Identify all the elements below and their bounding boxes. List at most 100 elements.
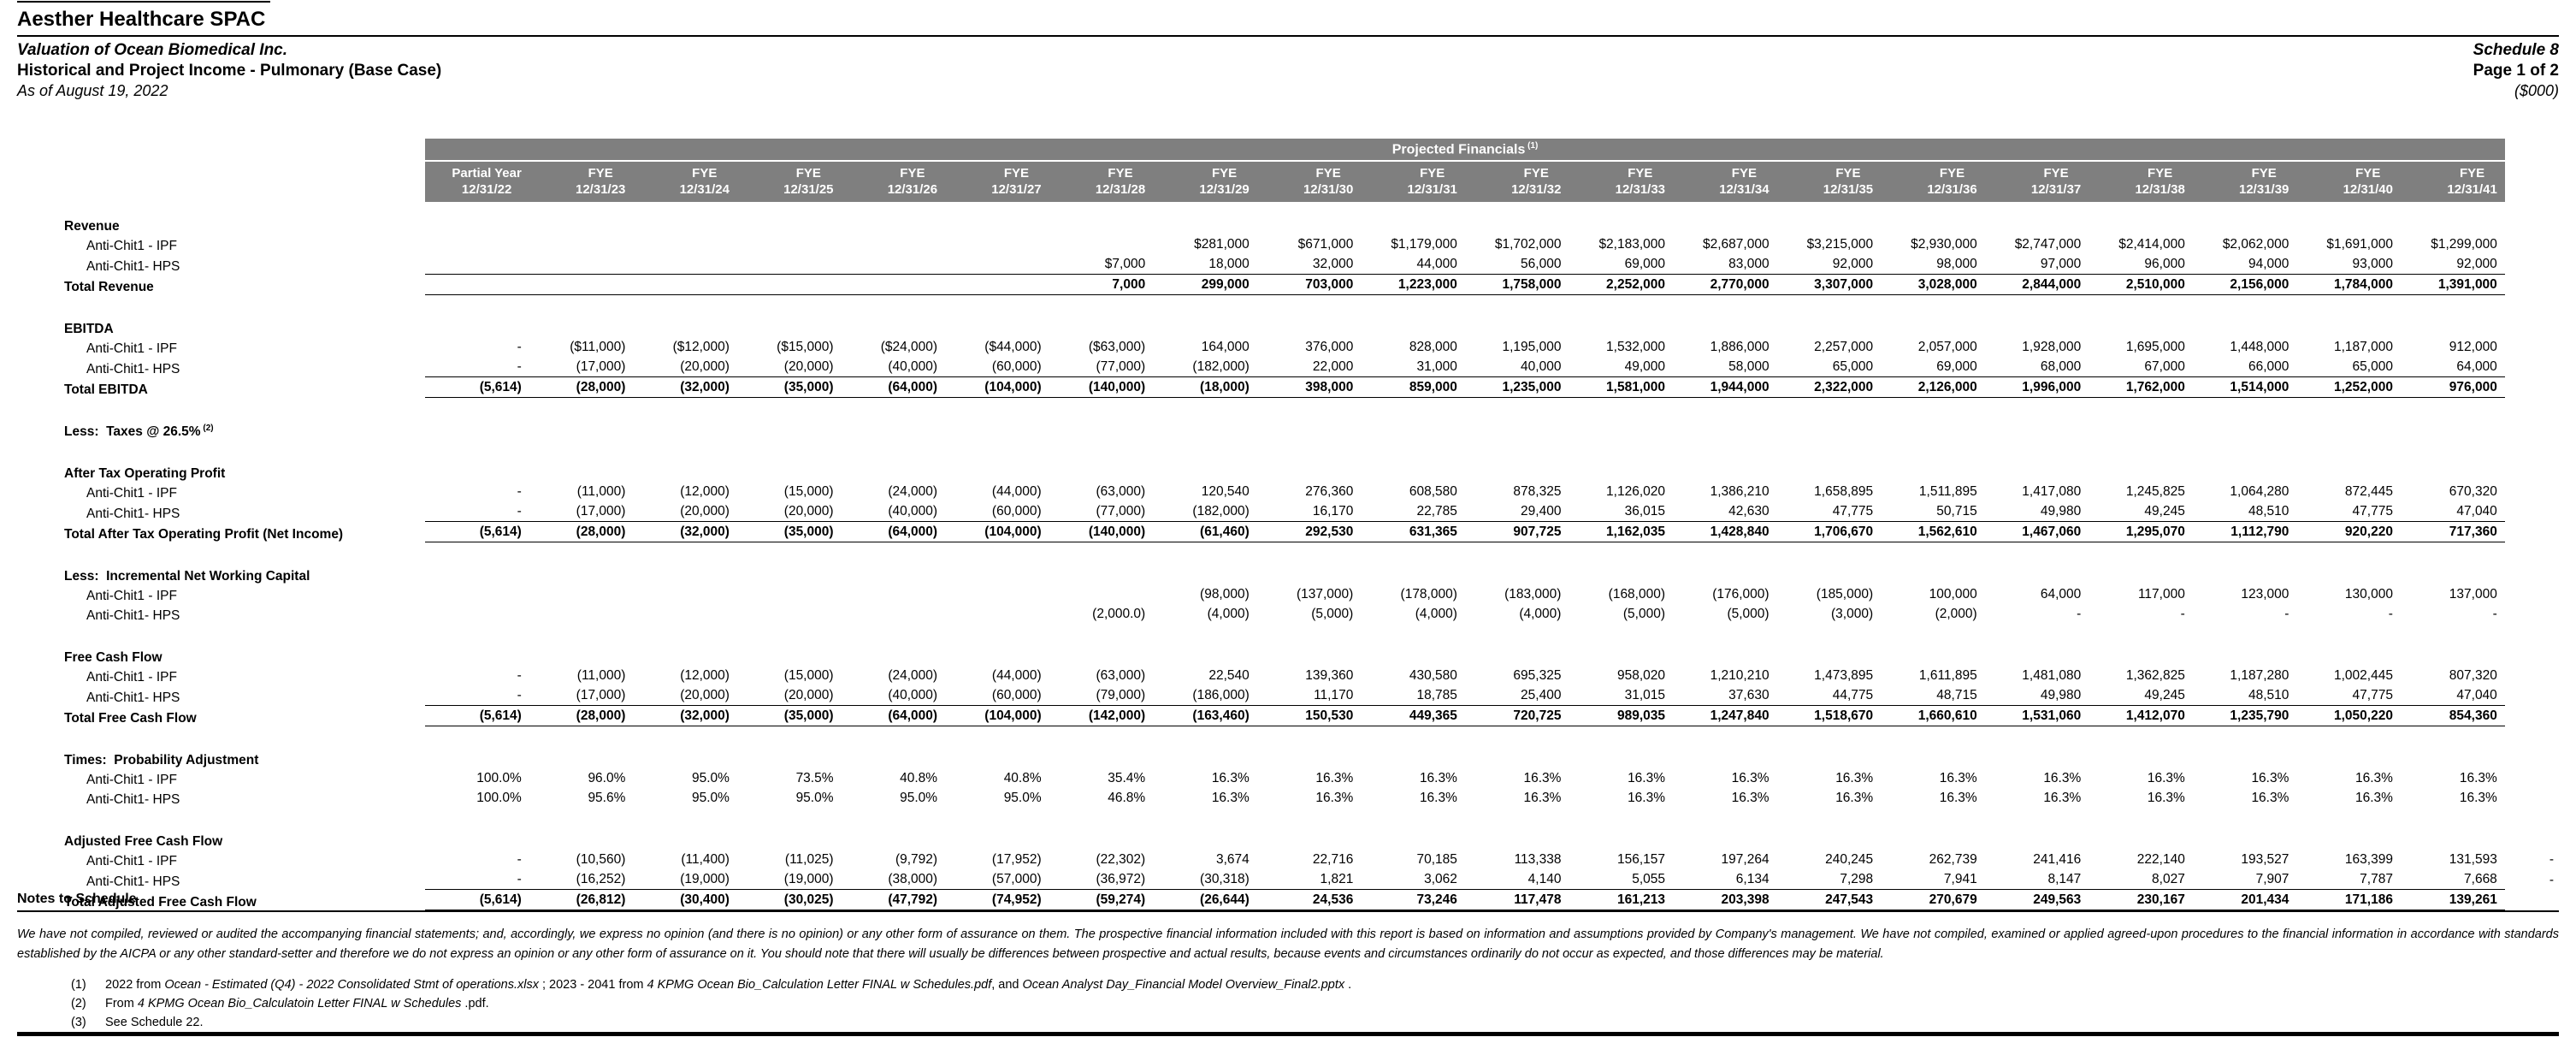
column-header-line1: FYE <box>2460 166 2485 181</box>
value-cell: 6,134 <box>1735 872 1770 886</box>
row-label: Total Free Cash Flow <box>64 710 197 726</box>
value-cell: 16.3% <box>1731 791 1770 805</box>
value-cell: 5,055 <box>1632 872 1666 886</box>
value-cell: 1,362,825 <box>2125 668 2185 683</box>
value-cell <box>529 646 634 666</box>
value-cell <box>1153 317 1257 337</box>
value-cell <box>2296 749 2401 768</box>
value-cell <box>1361 830 1465 850</box>
value-cell: 95.0% <box>900 791 938 805</box>
value-cell: 2,844,000 <box>1984 274 2089 295</box>
value-cell: 67,000 <box>2144 359 2185 374</box>
section-header-row: Adjusted Free Cash Flow <box>17 830 2559 850</box>
value-cell: 3,028,000 <box>1881 274 1985 295</box>
value-cell <box>529 462 634 482</box>
value-cell <box>1569 420 1673 440</box>
value-cell: 16.3% <box>1939 791 1977 805</box>
value-cell: (142,000) <box>1049 705 1154 726</box>
column-header-text: FYE 12/31/38 <box>2135 165 2184 198</box>
value-cell <box>945 604 1049 624</box>
value-cell: ($24,000) <box>880 340 938 354</box>
value-cell: (3,000) <box>1831 607 1874 621</box>
spacer-row <box>17 202 2559 215</box>
spacer-cell <box>17 808 2559 830</box>
footnote-text: 2022 from <box>105 978 165 992</box>
value-cell <box>842 584 946 604</box>
stub-cell <box>2505 830 2559 850</box>
header-spacer <box>17 139 425 161</box>
value-cell <box>2296 830 2401 850</box>
value-cell <box>1673 215 1777 234</box>
spacer-cell <box>17 295 2559 318</box>
footnote-filename: 4 KPMG Ocean Bio_Calculation Letter FINA… <box>647 978 992 992</box>
value-cell <box>2089 830 2193 850</box>
value-cell <box>1777 646 1882 666</box>
stub-cell <box>2505 788 2559 808</box>
value-cell: 92,000 <box>2456 257 2497 271</box>
value-cell <box>1465 749 1569 768</box>
value-cell: 608,580 <box>1409 484 1457 499</box>
value-cell <box>425 420 529 440</box>
column-header-text: FYE 12/31/29 <box>1199 165 1249 198</box>
value-cell: 276,360 <box>1305 484 1354 499</box>
value-cell <box>2401 830 2505 850</box>
value-cell: $1,702,000 <box>1494 237 1562 252</box>
value-cell: (20,000) <box>680 688 730 702</box>
value-cell <box>1465 646 1569 666</box>
value-cell: (182,000) <box>1192 504 1250 519</box>
value-cell: (35,000) <box>736 705 842 726</box>
value-cell: 16.3% <box>2251 791 2289 805</box>
value-cell: 958,020 <box>1616 668 1666 683</box>
value-cell <box>2401 749 2505 768</box>
value-cell: 1,162,035 <box>1569 521 1674 542</box>
column-header: FYE 12/31/38 <box>2089 161 2193 202</box>
value-cell: 1,412,070 <box>2089 705 2193 726</box>
row-label: Anti-Chit1- HPS <box>86 361 180 376</box>
value-cell: 1,295,070 <box>2089 521 2193 542</box>
value-cell: 150,530 <box>1256 705 1362 726</box>
value-cell: 16.3% <box>1731 771 1770 785</box>
value-cell: 70,185 <box>1416 852 1457 867</box>
value-cell <box>1257 646 1362 666</box>
value-cell: (20,000) <box>680 504 730 519</box>
value-cell: (24,000) <box>888 668 938 683</box>
value-cell: 3,062 <box>1424 872 1457 886</box>
value-cell: 976,000 <box>2400 376 2505 398</box>
subheader-left: Valuation of Ocean Biomedical Inc. Histo… <box>17 40 441 101</box>
value-cell: (104,000) <box>945 521 1049 542</box>
footnote-number: (1) <box>71 978 86 992</box>
column-header-text: FYE 12/31/40 <box>2343 165 2393 198</box>
column-header-line1: FYE <box>2148 166 2173 181</box>
value-cell <box>737 565 842 584</box>
value-cell: 670,320 <box>2449 484 2497 499</box>
value-cell <box>633 420 737 440</box>
value-cell <box>1569 749 1673 768</box>
value-cell: (26,644) <box>1153 889 1257 910</box>
value-cell <box>1465 565 1569 584</box>
value-cell <box>2089 215 2193 234</box>
value-cell: (18,000) <box>1153 376 1257 398</box>
value-cell: - <box>517 504 522 519</box>
value-cell: 270,679 <box>1881 889 1985 910</box>
value-cell: 16.3% <box>1835 771 1874 785</box>
value-cell: 717,360 <box>2400 521 2505 542</box>
value-cell <box>2193 215 2297 234</box>
stub-cell <box>2505 522 2559 542</box>
value-cell <box>842 215 946 234</box>
value-cell: (11,400) <box>681 852 730 867</box>
value-cell: (182,000) <box>1192 359 1250 374</box>
value-cell: (104,000) <box>945 705 1049 726</box>
section-title: Free Cash Flow <box>17 646 425 666</box>
value-cell <box>425 254 529 275</box>
value-cell: 878,325 <box>1513 484 1562 499</box>
data-row: Anti-Chit1 - IPF - ($11,000) ($12,000) ($15,… <box>17 337 2559 357</box>
value-cell <box>737 215 842 234</box>
value-cell: (63,000) <box>1096 668 1146 683</box>
value-cell: 49,245 <box>2144 504 2185 519</box>
data-row: Anti-Chit1- HPS $7,000 18,000 32,000 44,000 5… <box>17 254 2559 275</box>
value-cell: 1,481,080 <box>2022 668 2082 683</box>
value-cell: (32,000) <box>633 705 737 726</box>
value-cell <box>737 646 842 666</box>
value-cell: 137,000 <box>2449 587 2497 602</box>
value-cell: 16.3% <box>1211 771 1250 785</box>
